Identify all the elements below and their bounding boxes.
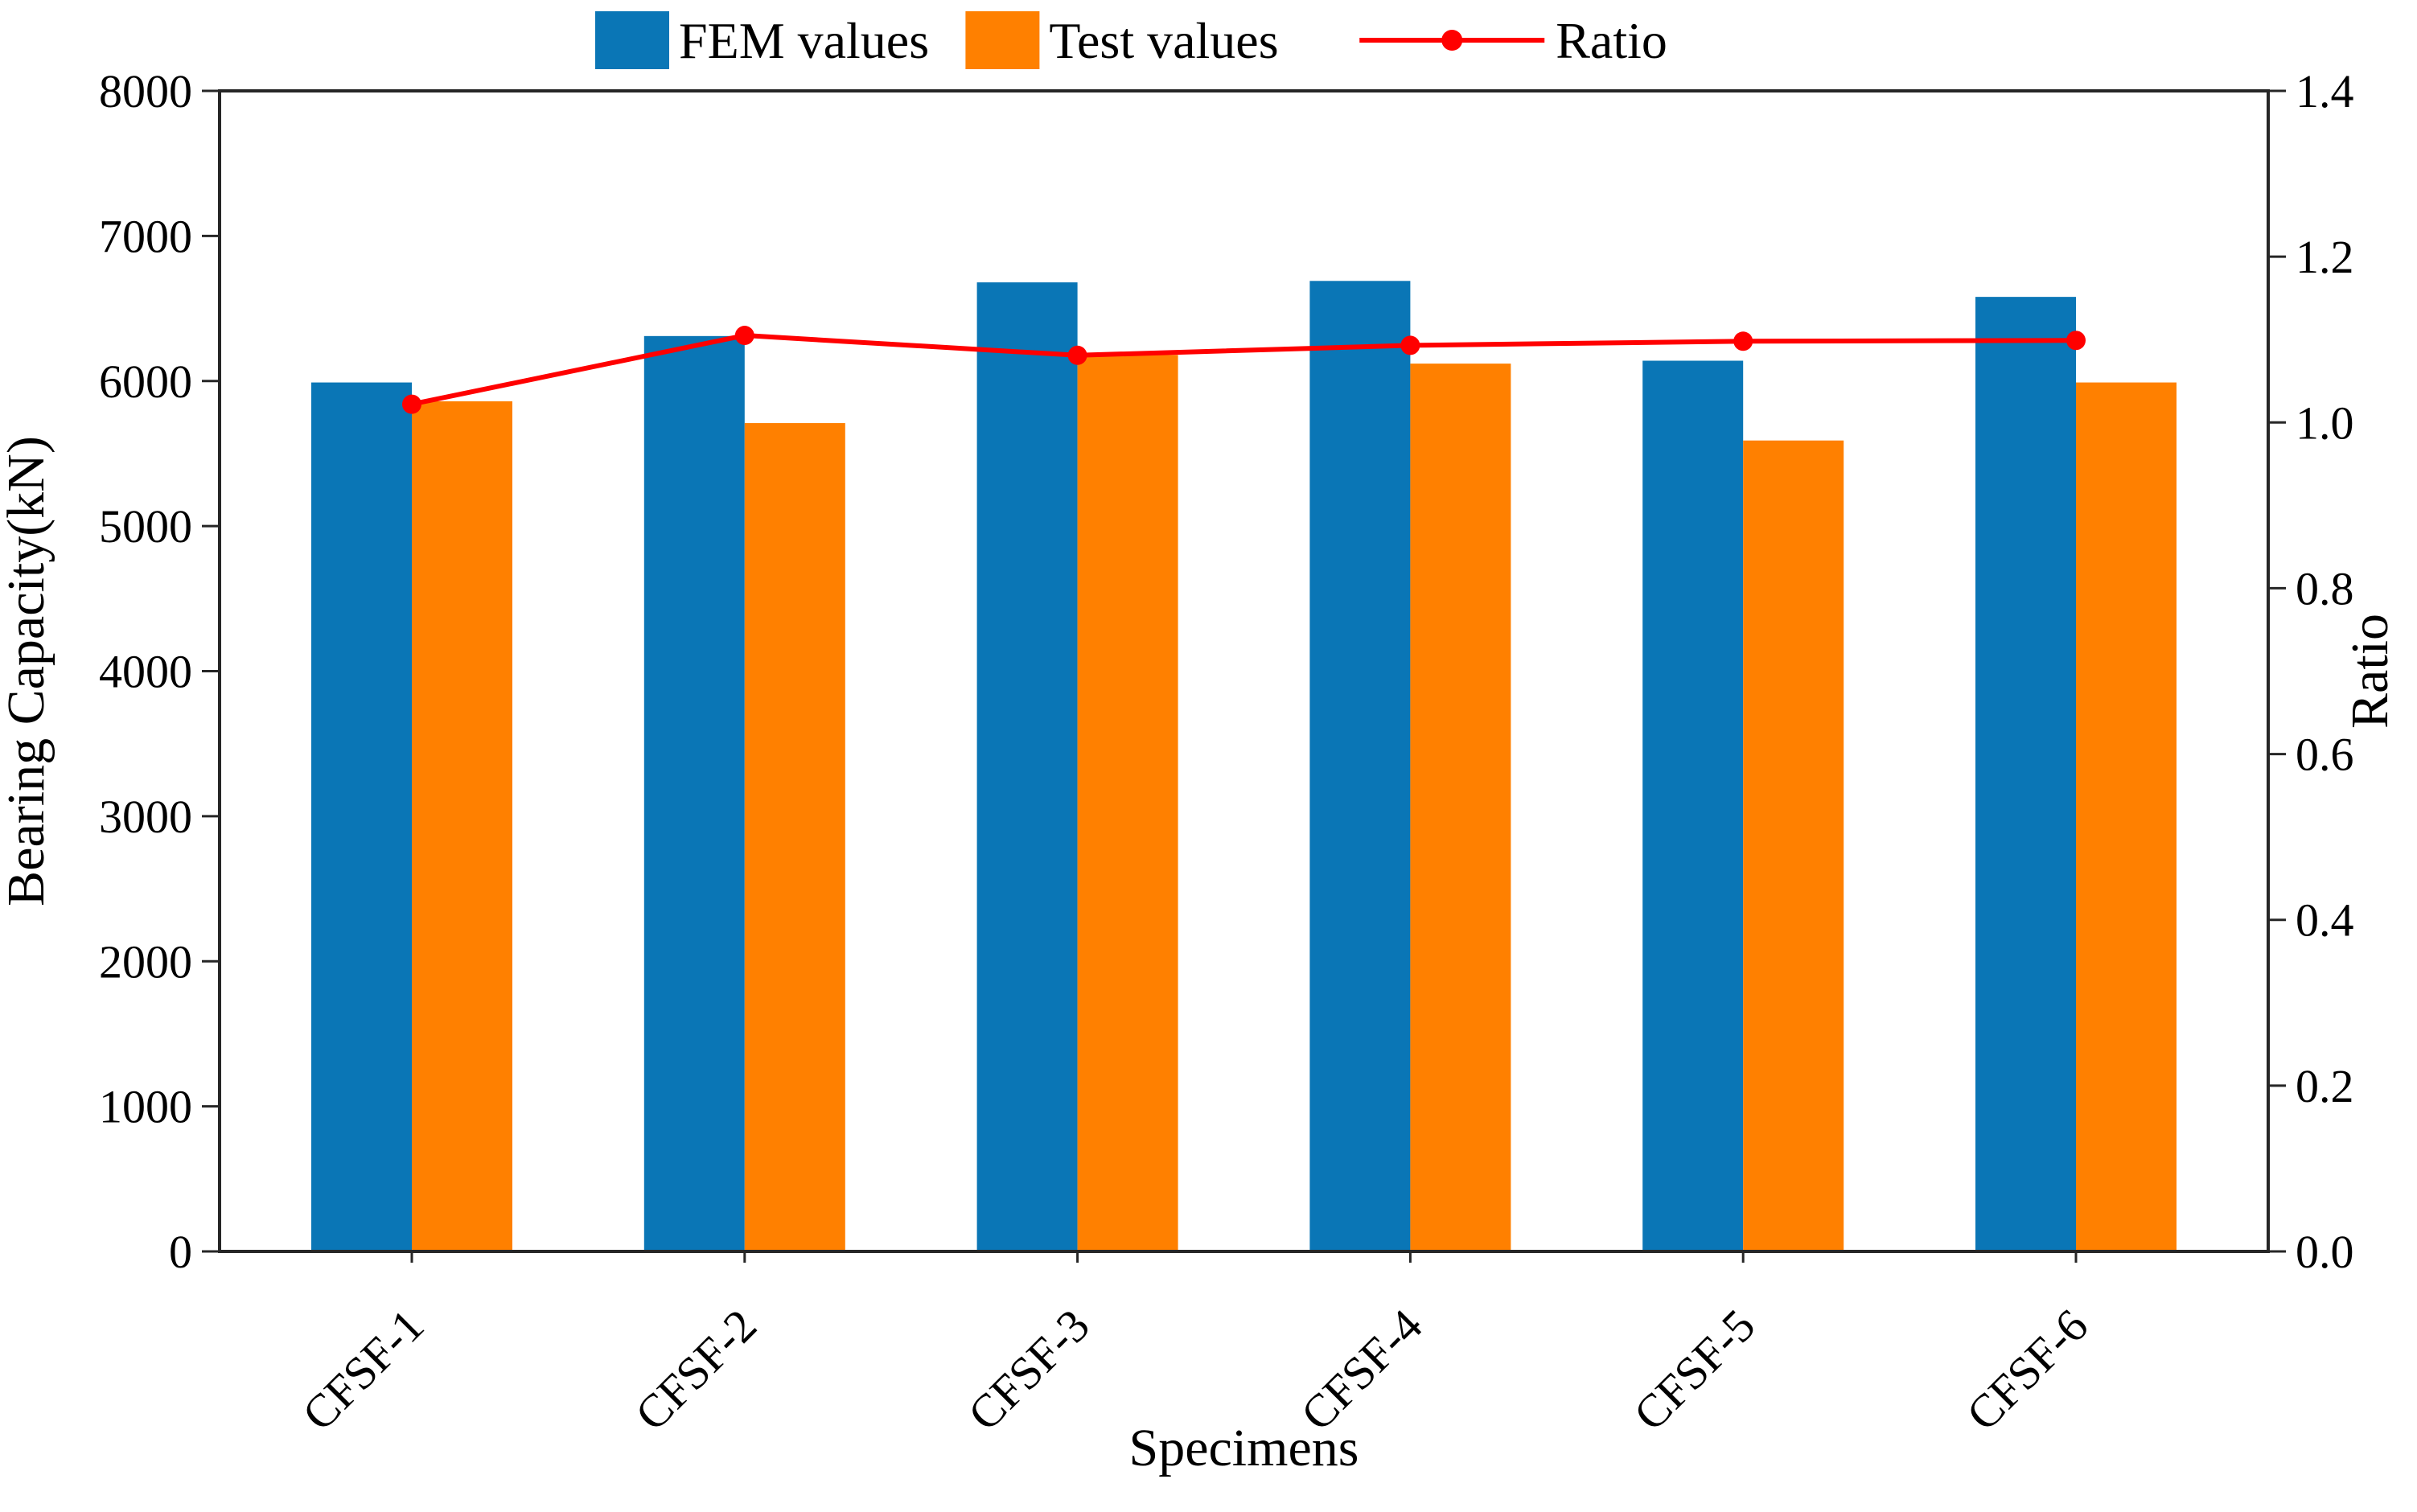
ratio-line [411, 333, 2077, 407]
ratio-point-CFSF-3 [1067, 345, 1087, 365]
x-tick-label: CFSF-6 [1956, 1299, 2098, 1440]
y-right-tick-label: 1.2 [2296, 231, 2354, 283]
legend-label: Ratio [1556, 12, 1667, 69]
y-left-tick-label: 1000 [99, 1081, 192, 1133]
ratio-line-layer [402, 326, 2086, 414]
y-left-tick-label: 0 [169, 1226, 192, 1278]
y-left-tick-label: 8000 [99, 65, 192, 117]
legend-item-test: Test values [965, 11, 1279, 69]
ratio-point-CFSF-4 [1400, 335, 1420, 355]
y-axis-right-title: Ratio [2341, 614, 2399, 729]
bar-test-CFSF-3 [1077, 355, 1178, 1252]
y-right-tick-label: 1.4 [2296, 65, 2354, 117]
x-tick-label: CFSF-2 [625, 1299, 767, 1440]
y-left-tick-label: 4000 [99, 646, 192, 698]
legend-item-fem: FEM values [595, 11, 929, 69]
y-right-tick-label: 0.2 [2296, 1060, 2354, 1112]
ratio-point-CFSF-5 [1733, 331, 1753, 351]
x-tick-label: CFSF-3 [958, 1299, 1100, 1440]
x-tick-label: CFSF-1 [292, 1299, 434, 1440]
x-axis-title: Specimens [1129, 1419, 1359, 1477]
y-right-tick-label: 0.0 [2296, 1226, 2354, 1278]
y-right-tick-label: 0.4 [2296, 894, 2354, 947]
ratio-point-CFSF-1 [402, 394, 421, 414]
y-left-tick-label: 5000 [99, 500, 192, 553]
bar-fem-CFSF-2 [643, 335, 745, 1251]
legend-swatch-fem [595, 11, 669, 69]
bar-test-CFSF-4 [1410, 364, 1511, 1252]
ratio-point-CFSF-6 [2066, 331, 2086, 351]
bar-fem-CFSF-6 [1975, 297, 2076, 1251]
ratio-point-CFSF-2 [734, 326, 754, 346]
legend-item-ratio: Ratio [1359, 12, 1667, 69]
y-left-tick-label: 6000 [99, 355, 192, 408]
bar-fem-CFSF-1 [311, 382, 412, 1252]
plot-frame [218, 89, 2270, 1253]
legend-swatch-test [965, 11, 1040, 69]
legend: FEM values Test values Ratio [595, 11, 1667, 69]
bar-test-CFSF-1 [412, 401, 512, 1252]
y-axis-right: 0.0 0.2 0.4 0.6 0.8 1.0 1.2 1.4 [2268, 65, 2354, 1278]
bar-fem-CFSF-5 [1642, 360, 1744, 1251]
bar-test-CFSF-6 [2076, 382, 2177, 1252]
legend-dot-marker [1441, 30, 1463, 51]
y-left-tick-label: 2000 [99, 935, 192, 988]
y-right-tick-label: 1.0 [2296, 396, 2354, 449]
y-left-tick-label: 7000 [99, 210, 192, 262]
y-right-tick-label: 0.8 [2296, 562, 2354, 614]
bar-fem-CFSF-4 [1309, 281, 1411, 1251]
y-right-tick-label: 0.6 [2296, 729, 2354, 781]
bars-layer [311, 281, 2177, 1252]
y-axis-left: 0 1000 2000 3000 4000 5000 6000 7000 8000 [99, 65, 220, 1278]
bar-test-CFSF-5 [1743, 440, 1844, 1251]
x-axis: CFSF-1 CFSF-2 CFSF-3 CFSF-4 CFSF-5 CFSF-6 [292, 1251, 2098, 1440]
x-tick-label: CFSF-5 [1623, 1299, 1765, 1440]
legend-label: Test values [1049, 12, 1278, 69]
legend-label: FEM values [679, 12, 929, 69]
bar-test-CFSF-2 [744, 423, 845, 1251]
bar-fem-CFSF-3 [976, 282, 1078, 1252]
y-left-tick-label: 3000 [99, 791, 192, 843]
y-axis-left-title: Bearing Capacity(kN) [0, 436, 55, 906]
